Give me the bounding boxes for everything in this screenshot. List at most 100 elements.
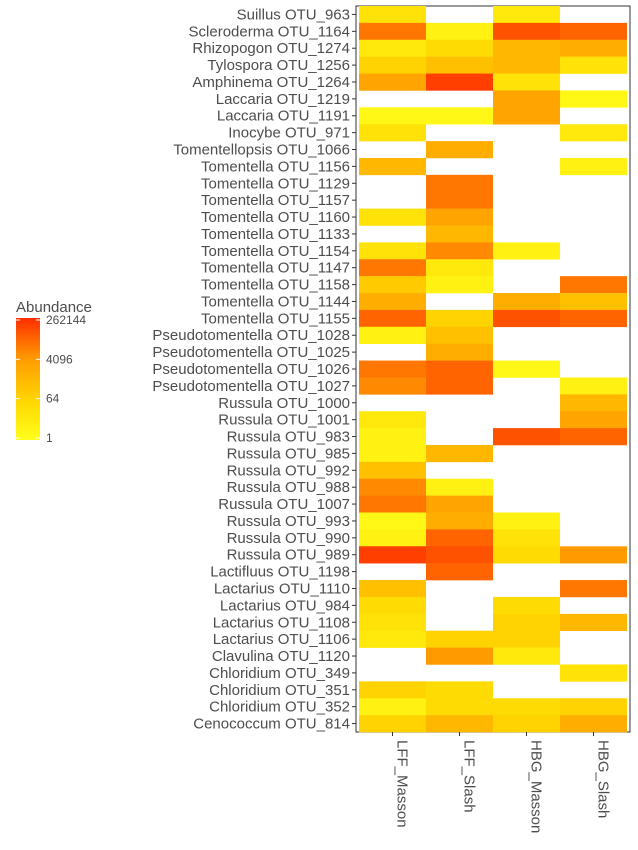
heatmap-cell xyxy=(493,360,560,378)
heatmap-cell xyxy=(493,293,560,311)
heatmap-cell xyxy=(359,377,426,395)
heatmap-cell xyxy=(560,377,627,395)
heatmap-cell xyxy=(426,546,493,564)
heatmap-cell xyxy=(426,22,493,41)
row-label: Tomentella OTU_1129 xyxy=(201,175,350,192)
row-label: Lactifluus OTU_1198 xyxy=(210,564,350,581)
heatmap-cell xyxy=(560,613,627,631)
row-label: Lactarius OTU_1110 xyxy=(214,580,350,597)
heatmap-cell xyxy=(560,715,627,733)
heatmap-cell xyxy=(359,444,426,463)
column-label: HBG_Masson xyxy=(528,740,545,833)
row-label: Chloridium OTU_352 xyxy=(209,699,350,716)
row-label: Russula OTU_992 xyxy=(227,462,350,479)
legend-tick-label: 1 xyxy=(46,431,53,445)
heatmap-cell xyxy=(493,107,560,125)
heatmap-cell xyxy=(359,512,426,530)
heatmap-cell xyxy=(426,242,493,260)
heatmap-cell xyxy=(359,309,426,328)
heatmap-cell xyxy=(426,512,493,530)
heatmap-cell xyxy=(359,276,426,294)
heatmap-cell xyxy=(359,293,426,311)
heatmap-cell xyxy=(560,411,627,429)
row-label: Pseudotomentella OTU_1025 xyxy=(152,344,350,361)
legend-tick-label: 64 xyxy=(46,392,60,406)
row-label: Russula OTU_1007 xyxy=(218,496,350,513)
heatmap-cell xyxy=(426,360,493,378)
row-label: Russula OTU_1001 xyxy=(218,412,350,429)
row-label: Tomentella OTU_1157 xyxy=(201,192,350,209)
heatmap-cell xyxy=(493,613,560,631)
heatmap-cell xyxy=(359,360,426,378)
heatmap-cell xyxy=(426,107,493,125)
heatmap-cell xyxy=(426,276,493,294)
heatmap-cell xyxy=(359,326,426,344)
heatmap-cell xyxy=(426,343,493,361)
row-label: Lactarius OTU_1108 xyxy=(213,614,350,631)
heatmap-cell xyxy=(359,596,426,615)
heatmap-cell xyxy=(560,293,627,311)
heatmap-cell xyxy=(426,225,493,243)
heatmap-cell xyxy=(426,56,493,74)
heatmap-cell xyxy=(359,461,426,480)
legend-colorbar xyxy=(16,318,40,440)
heatmap-cell xyxy=(560,309,627,328)
row-label: Lactarius OTU_984 xyxy=(220,597,350,614)
row-label: Amphinema OTU_1264 xyxy=(192,74,350,91)
heatmap-cell xyxy=(560,580,627,598)
heatmap-cell xyxy=(426,681,493,699)
heatmap-cell xyxy=(560,546,627,564)
heatmap-cell xyxy=(493,39,560,57)
heatmap-cell xyxy=(359,22,426,41)
heatmap-cell xyxy=(493,596,560,615)
row-label: Laccaria OTU_1191 xyxy=(217,108,350,125)
heatmap-cell xyxy=(426,715,493,733)
row-label: Tylospora OTU_1256 xyxy=(207,57,350,74)
heatmap-cell xyxy=(359,495,426,513)
heatmap-cell xyxy=(493,73,560,91)
heatmap-cell xyxy=(426,698,493,716)
heatmap-cells xyxy=(359,6,627,733)
heatmap-cell xyxy=(359,715,426,733)
legend-ticks: 262144 4096 64 1 xyxy=(16,313,86,445)
row-label: Lactarius OTU_1106 xyxy=(213,631,350,648)
heatmap-cell xyxy=(426,495,493,513)
heatmap-cell xyxy=(426,647,493,665)
heatmap-cell xyxy=(359,6,426,24)
heatmap-cell xyxy=(426,563,493,581)
heatmap-cell xyxy=(359,56,426,74)
row-label: Clavulina OTU_1120 xyxy=(212,648,350,665)
heatmap-cell xyxy=(359,157,426,176)
heatmap-cell xyxy=(493,647,560,665)
heatmap-cell xyxy=(493,512,560,530)
heatmap-cell xyxy=(359,208,426,226)
column-label: HBG_Slash xyxy=(595,740,612,818)
row-label: Tomentellopsis OTU_1066 xyxy=(173,142,350,159)
heatmap-cell xyxy=(560,428,627,446)
heatmap-cell xyxy=(359,546,426,564)
row-label: Tomentella OTU_1154 xyxy=(201,243,350,260)
heatmap-cell xyxy=(560,39,627,57)
heatmap-cell xyxy=(560,90,627,108)
heatmap-cell xyxy=(493,56,560,74)
heatmap-cell xyxy=(493,22,560,41)
row-label: Russula OTU_983 xyxy=(227,429,350,446)
heatmap-cell xyxy=(426,630,493,648)
row-label: Pseudotomentella OTU_1026 xyxy=(152,361,350,378)
row-label: Russula OTU_1000 xyxy=(218,395,350,412)
row-label: Chloridium OTU_351 xyxy=(209,682,350,699)
heatmap-cell xyxy=(359,411,426,429)
heatmap-cell xyxy=(426,529,493,547)
heatmap-cell xyxy=(426,478,493,496)
row-label: Russula OTU_993 xyxy=(227,513,350,530)
legend: Abundance 262144 4096 64 1 xyxy=(16,299,92,445)
row-label: Inocybe OTU_971 xyxy=(228,125,350,142)
heatmap-cell xyxy=(560,698,627,716)
heatmap-cell xyxy=(359,478,426,496)
row-label: Cenococcum OTU_814 xyxy=(193,716,350,733)
row-label: Tomentella OTU_1133 xyxy=(201,226,350,243)
row-label: Tomentella OTU_1158 xyxy=(201,277,350,294)
heatmap-cell xyxy=(560,56,627,74)
